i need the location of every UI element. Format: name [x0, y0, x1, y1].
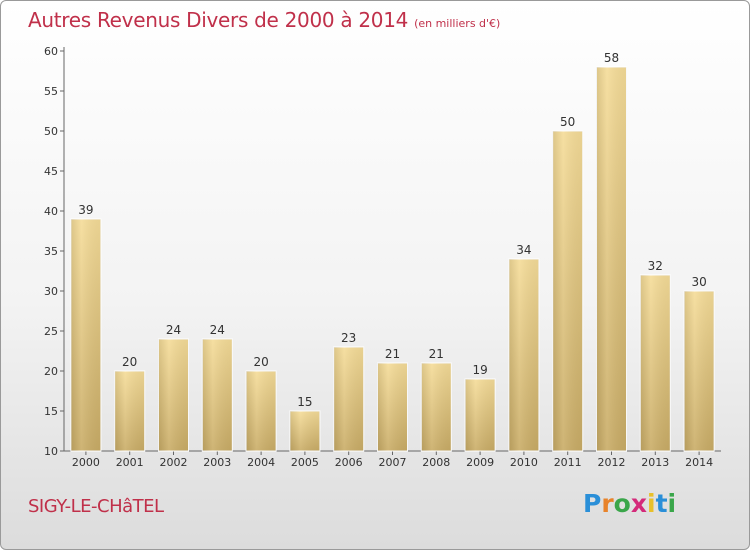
x-tick-label: 2008 — [422, 456, 450, 469]
bar-value-label: 19 — [472, 363, 487, 377]
y-tick-label: 40 — [44, 205, 58, 218]
bar-shading — [377, 363, 408, 451]
bar-shading — [508, 259, 539, 451]
y-axis: 10 15 20 25 30 35 40 45 50 55 60 — [44, 45, 65, 458]
bar-shading — [289, 411, 320, 451]
bar-2006 — [333, 346, 365, 452]
bar-value-label: 15 — [297, 395, 312, 409]
bar-shading — [158, 339, 189, 451]
x-tick-label: 2006 — [335, 456, 363, 469]
x-tick-label: 2000 — [72, 456, 100, 469]
x-tick-label: 2007 — [379, 456, 407, 469]
bar-2005 — [289, 410, 321, 452]
y-tick-label: 35 — [44, 245, 58, 258]
bar-shading — [114, 371, 145, 451]
x-tick-label: 2013 — [641, 456, 669, 469]
bar-value-label: 58 — [604, 51, 619, 65]
x-tick-label: 2009 — [466, 456, 494, 469]
bar-value-label: 23 — [341, 331, 356, 345]
bar-value-label: 24 — [166, 323, 181, 337]
bar-shading — [70, 219, 101, 451]
commune-name: SIGY-LE-CHâTEL — [28, 496, 164, 517]
bar-shading — [684, 291, 715, 451]
bar-value-label: 32 — [648, 259, 663, 273]
chart-subtitle: (en milliers d'€) — [414, 17, 501, 30]
x-tick-label: 2011 — [554, 456, 582, 469]
x-tick-label: 2014 — [685, 456, 713, 469]
bar-2010 — [508, 258, 540, 452]
logo-letter: i — [647, 489, 656, 518]
bar-2008 — [420, 362, 452, 452]
logo-letter: i — [667, 489, 677, 518]
proxiti-logo: Proxiti — [583, 489, 676, 518]
x-axis: 2000 2001 2002 2003 2004 2005 2006 2007 2008 2009… — [64, 450, 721, 469]
x-tick-label: 2002 — [160, 456, 188, 469]
bar-2012 — [596, 66, 627, 452]
bar-2001 — [114, 370, 146, 452]
logo-letter: P — [583, 489, 602, 518]
y-tick-label: 60 — [44, 45, 58, 58]
bar-value-label: 20 — [122, 355, 137, 369]
x-tick-label: 2010 — [510, 456, 538, 469]
bar-value-label: 34 — [516, 243, 531, 257]
value-labels: 39 20 24 24 20 15 23 21 21 19 34 50 58 32 30 — [78, 51, 706, 409]
bar-value-label: 21 — [385, 347, 400, 361]
y-tick-label: 55 — [44, 85, 58, 98]
y-tick-label: 10 — [44, 445, 58, 458]
y-tick-label: 45 — [44, 165, 58, 178]
bar-2000 — [70, 218, 102, 452]
y-tick-label: 25 — [44, 325, 58, 338]
bar-shading — [246, 371, 277, 451]
bar-2009 — [464, 378, 496, 452]
bar-shading — [640, 275, 671, 451]
y-tick-label: 15 — [44, 405, 58, 418]
bar-value-label: 21 — [429, 347, 444, 361]
logo-letter: o — [613, 489, 631, 518]
bar-value-label: 30 — [691, 275, 706, 289]
y-tick-label: 20 — [44, 365, 58, 378]
bar-value-label: 39 — [78, 203, 93, 217]
bar-2014 — [683, 290, 715, 452]
bar-shading — [202, 339, 233, 451]
bar-2007 — [377, 362, 408, 452]
bar-shading — [333, 347, 364, 451]
logo-letter: r — [601, 489, 614, 518]
x-tick-label: 2012 — [598, 456, 626, 469]
chart-title-group: Autres Revenus Divers de 2000 à 2014 (en … — [28, 8, 500, 32]
bar-shading — [421, 363, 452, 451]
bar-value-label: 24 — [210, 323, 225, 337]
logo-letter: t — [655, 489, 668, 518]
bar-2003 — [201, 338, 233, 452]
bars — [70, 66, 715, 452]
bar-value-label: 20 — [253, 355, 268, 369]
bar-2004 — [245, 370, 277, 452]
bar-2002 — [158, 338, 189, 452]
x-tick-label: 2004 — [247, 456, 275, 469]
bar-shading — [596, 67, 627, 451]
x-tick-label: 2003 — [203, 456, 231, 469]
x-tick-label: 2005 — [291, 456, 319, 469]
chart-title: Autres Revenus Divers de 2000 à 2014 — [28, 8, 409, 32]
y-tick-label: 50 — [44, 125, 58, 138]
x-tick-label: 2001 — [116, 456, 144, 469]
logo-letter: x — [630, 489, 647, 518]
bar-shading — [552, 131, 583, 451]
y-tick-label: 30 — [44, 285, 58, 298]
bar-2011 — [552, 130, 584, 452]
bar-2013 — [639, 274, 671, 452]
bar-shading — [465, 379, 496, 451]
bar-value-label: 50 — [560, 115, 575, 129]
